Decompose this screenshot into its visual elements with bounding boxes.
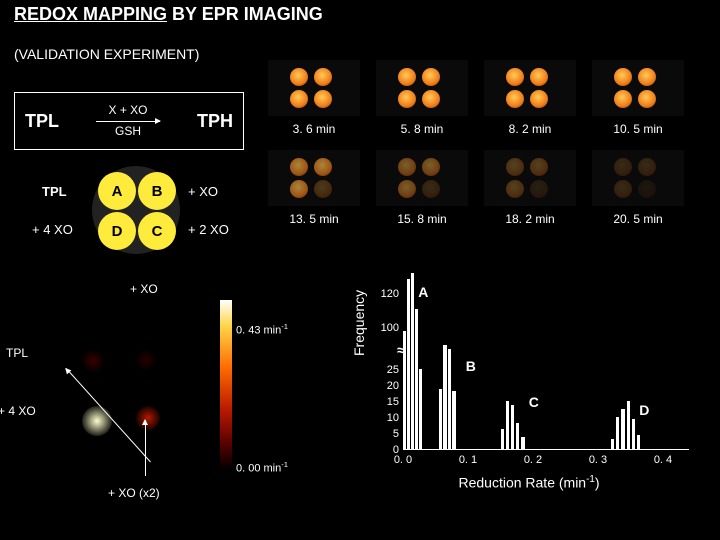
histogram-bar xyxy=(511,405,514,449)
heatmap-dot xyxy=(82,406,112,436)
blot-cell: 10. 5 min xyxy=(588,56,688,120)
blot-label: 20. 5 min xyxy=(588,212,688,226)
colorbar xyxy=(220,300,232,470)
reaction-lhs: TPL xyxy=(25,111,59,132)
blot-label: 13. 5 min xyxy=(264,212,364,226)
histogram-xtick: 0. 0 xyxy=(391,454,415,466)
histogram-bar xyxy=(448,349,451,449)
colorbar-top-label: 0. 43 min-1 xyxy=(236,322,288,337)
histogram-bar xyxy=(443,345,446,449)
histogram-xtick: 0. 4 xyxy=(651,454,675,466)
blot-cell: 5. 8 min xyxy=(372,56,472,120)
histogram-bar xyxy=(411,273,414,449)
heatmap-dot xyxy=(82,350,104,372)
histogram-bar xyxy=(632,419,635,449)
blot-cell: 18. 2 min xyxy=(480,146,580,210)
quadrant-c: C xyxy=(138,212,176,250)
histogram-xtick: 0. 2 xyxy=(521,454,545,466)
histogram-bar xyxy=(621,409,624,449)
histogram-xtick: 0. 3 xyxy=(586,454,610,466)
histogram-cluster-label: D xyxy=(639,402,649,418)
histogram-cluster-label: C xyxy=(529,394,539,410)
heatmap-dot xyxy=(136,406,160,430)
quadrant-a: A xyxy=(98,172,136,210)
heatmap-top-label: + XO xyxy=(130,282,158,296)
histogram-xtick: 0. 1 xyxy=(456,454,480,466)
histogram-ytick: 100 xyxy=(373,322,399,334)
histogram-bar xyxy=(439,389,442,449)
blot-grid: 3. 6 min5. 8 min8. 2 min10. 5 min13. 5 m… xyxy=(264,56,704,230)
histogram-ylabel: Frequency xyxy=(351,290,367,356)
histogram-bar xyxy=(516,423,519,449)
heatmap-arrow-2 xyxy=(145,420,146,476)
heatmap-dot xyxy=(136,350,156,370)
blot-label: 10. 5 min xyxy=(588,122,688,136)
histogram-bar xyxy=(611,439,614,449)
reaction-box: TPL X + XO GSH TPH xyxy=(14,92,244,150)
histogram-ytick: 120 xyxy=(373,288,399,300)
histogram-bar xyxy=(506,401,509,449)
heatmap-bottom-label: + XO (x2) xyxy=(108,486,160,500)
reaction-top: X + XO xyxy=(59,104,197,117)
blot-cell: 13. 5 min xyxy=(264,146,364,210)
title-underlined: REDOX MAPPING xyxy=(14,4,167,24)
quadrant-b: B xyxy=(138,172,176,210)
cd-tpl: TPL xyxy=(42,184,67,199)
reaction-bottom: GSH xyxy=(59,125,197,138)
histogram-ytick: 10 xyxy=(373,412,399,424)
histogram-bar xyxy=(616,417,619,449)
blot-label: 18. 2 min xyxy=(480,212,580,226)
blot-cell: 8. 2 min xyxy=(480,56,580,120)
arrow-icon xyxy=(96,121,160,122)
histogram-ytick: 25 xyxy=(373,364,399,376)
blot-label: 3. 6 min xyxy=(264,122,364,136)
quadrant-d: D xyxy=(98,212,136,250)
histogram-cluster-label: A xyxy=(418,284,428,300)
histogram-bar xyxy=(501,429,504,449)
histogram-bar xyxy=(452,391,455,449)
axis-break-icon: ≈ xyxy=(397,342,405,358)
blot-label: 15. 8 min xyxy=(372,212,472,226)
reaction-mid: X + XO GSH xyxy=(59,104,197,137)
page-title: REDOX MAPPING BY EPR IMAGING xyxy=(14,4,323,25)
histogram-ytick: 20 xyxy=(373,380,399,392)
circle-diagram: A B C D TPL + 4 XO + XO + 2 XO xyxy=(38,166,238,266)
histogram-bar xyxy=(521,437,524,449)
cd-4xo: + 4 XO xyxy=(32,222,73,237)
histogram-ytick: 5 xyxy=(373,428,399,440)
blot-cell: 15. 8 min xyxy=(372,146,472,210)
histogram-xlabel: Reduction Rate (min-1) xyxy=(355,474,703,491)
blot-label: 8. 2 min xyxy=(480,122,580,136)
blot-label: 5. 8 min xyxy=(372,122,472,136)
heatmap-row1: TPL xyxy=(6,346,28,360)
histogram-bar xyxy=(637,435,640,449)
blot-cell: 20. 5 min xyxy=(588,146,688,210)
colorbar-bottom-label: 0. 00 min-1 xyxy=(236,460,288,475)
blot-cell: 3. 6 min xyxy=(264,56,364,120)
histogram-ytick: 15 xyxy=(373,396,399,408)
histogram-bar xyxy=(419,369,422,449)
histogram-bar xyxy=(415,309,418,449)
heatmap xyxy=(40,300,210,470)
heatmap-row2: + 4 XO xyxy=(0,404,36,418)
reaction-rhs: TPH xyxy=(197,111,233,132)
histogram-bar xyxy=(627,401,630,449)
histogram-cluster-label: B xyxy=(466,358,476,374)
histogram-plot xyxy=(403,262,689,450)
cd-pxo: + XO xyxy=(188,184,218,199)
title-rest: BY EPR IMAGING xyxy=(167,4,323,24)
subtitle: (VALIDATION EXPERIMENT) xyxy=(14,46,199,62)
cd-2xo: + 2 XO xyxy=(188,222,229,237)
histogram: Frequency Reduction Rate (min-1) 0510152… xyxy=(355,262,703,500)
histogram-bar xyxy=(407,279,410,449)
